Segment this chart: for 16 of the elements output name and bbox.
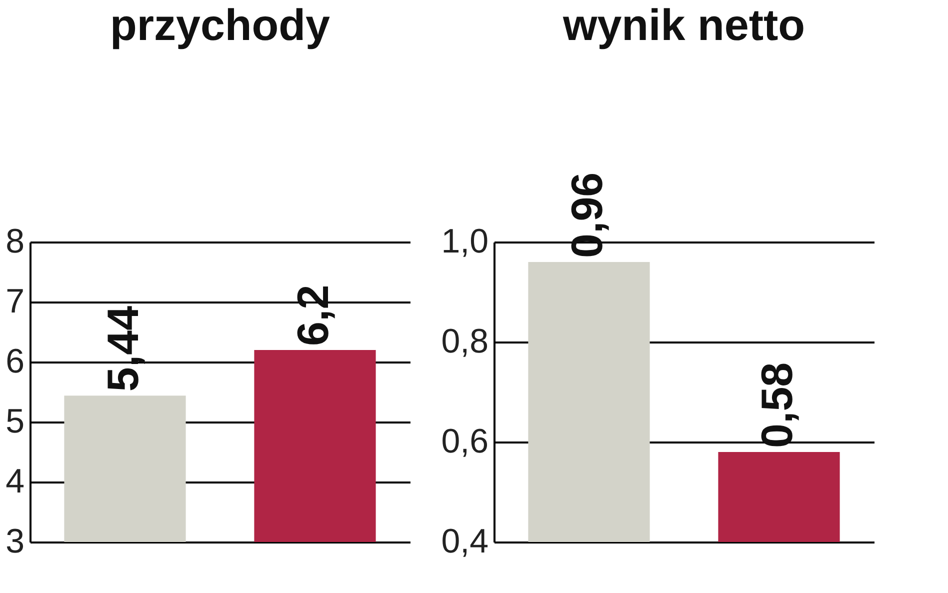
- y-tick-label: 5: [6, 402, 24, 440]
- y-tick-label: 0,6: [441, 422, 488, 460]
- y-tick-label: 8: [6, 222, 24, 260]
- data-label: 0,58: [753, 362, 802, 448]
- y-tick-label: 0,8: [441, 322, 488, 360]
- data-label: 6,2: [289, 284, 338, 346]
- chart-title: wynik netto: [562, 1, 806, 50]
- y-tick-label: 7: [6, 282, 24, 320]
- y-tick-label: 4: [6, 462, 24, 500]
- y-tick-label: 0,4: [441, 522, 488, 560]
- chart-title: przychody: [110, 1, 331, 50]
- data-label: 5,44: [99, 305, 148, 392]
- y-tick-label: 6: [6, 342, 24, 380]
- data-label: 0,96: [563, 172, 612, 258]
- y-tick-label: 1,0: [441, 222, 488, 260]
- y-tick-label: 3: [6, 522, 24, 560]
